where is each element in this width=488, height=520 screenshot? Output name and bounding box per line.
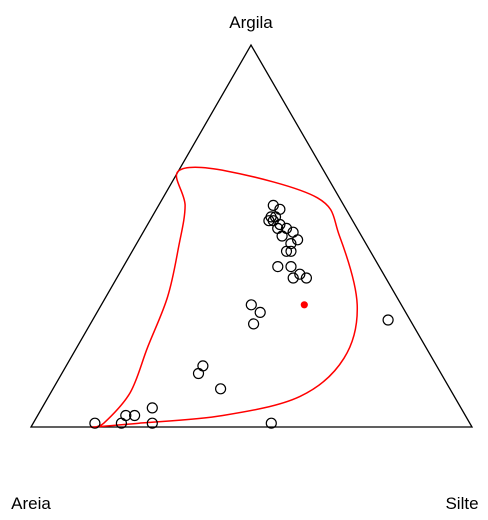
density-region-boundary xyxy=(90,166,358,429)
data-point-28 xyxy=(146,402,158,414)
data-point-14 xyxy=(280,245,293,257)
data-point-10 xyxy=(276,230,288,242)
data-point-34 xyxy=(265,417,277,429)
data-point-32 xyxy=(146,417,158,429)
data-point-33 xyxy=(89,417,101,429)
data-point-12 xyxy=(292,234,304,246)
data-point-19 xyxy=(294,268,306,280)
data-point-20 xyxy=(300,272,312,284)
data-point-18 xyxy=(287,272,299,284)
data-point-31 xyxy=(115,417,128,429)
data-point-22 xyxy=(254,306,266,318)
axis-label-silte: Silte xyxy=(445,494,478,513)
highlight-point xyxy=(300,301,308,309)
data-point-15 xyxy=(285,245,297,257)
ternary-triangle-frame xyxy=(29,43,474,428)
data-point-5 xyxy=(263,215,275,227)
axis-label-areia: Areia xyxy=(11,494,51,513)
data-point-27 xyxy=(215,383,227,395)
data-point-26 xyxy=(192,367,205,380)
data-point-30 xyxy=(129,409,141,422)
data-points xyxy=(89,199,394,429)
data-point-25 xyxy=(197,360,209,372)
data-point-1 xyxy=(267,199,279,211)
data-point-23 xyxy=(248,318,260,330)
data-point-17 xyxy=(285,261,297,273)
data-point-3 xyxy=(265,211,277,223)
axis-label-argila: Argila xyxy=(229,13,273,32)
data-point-21 xyxy=(245,299,257,311)
data-point-16 xyxy=(272,261,284,273)
data-point-24 xyxy=(382,314,394,326)
